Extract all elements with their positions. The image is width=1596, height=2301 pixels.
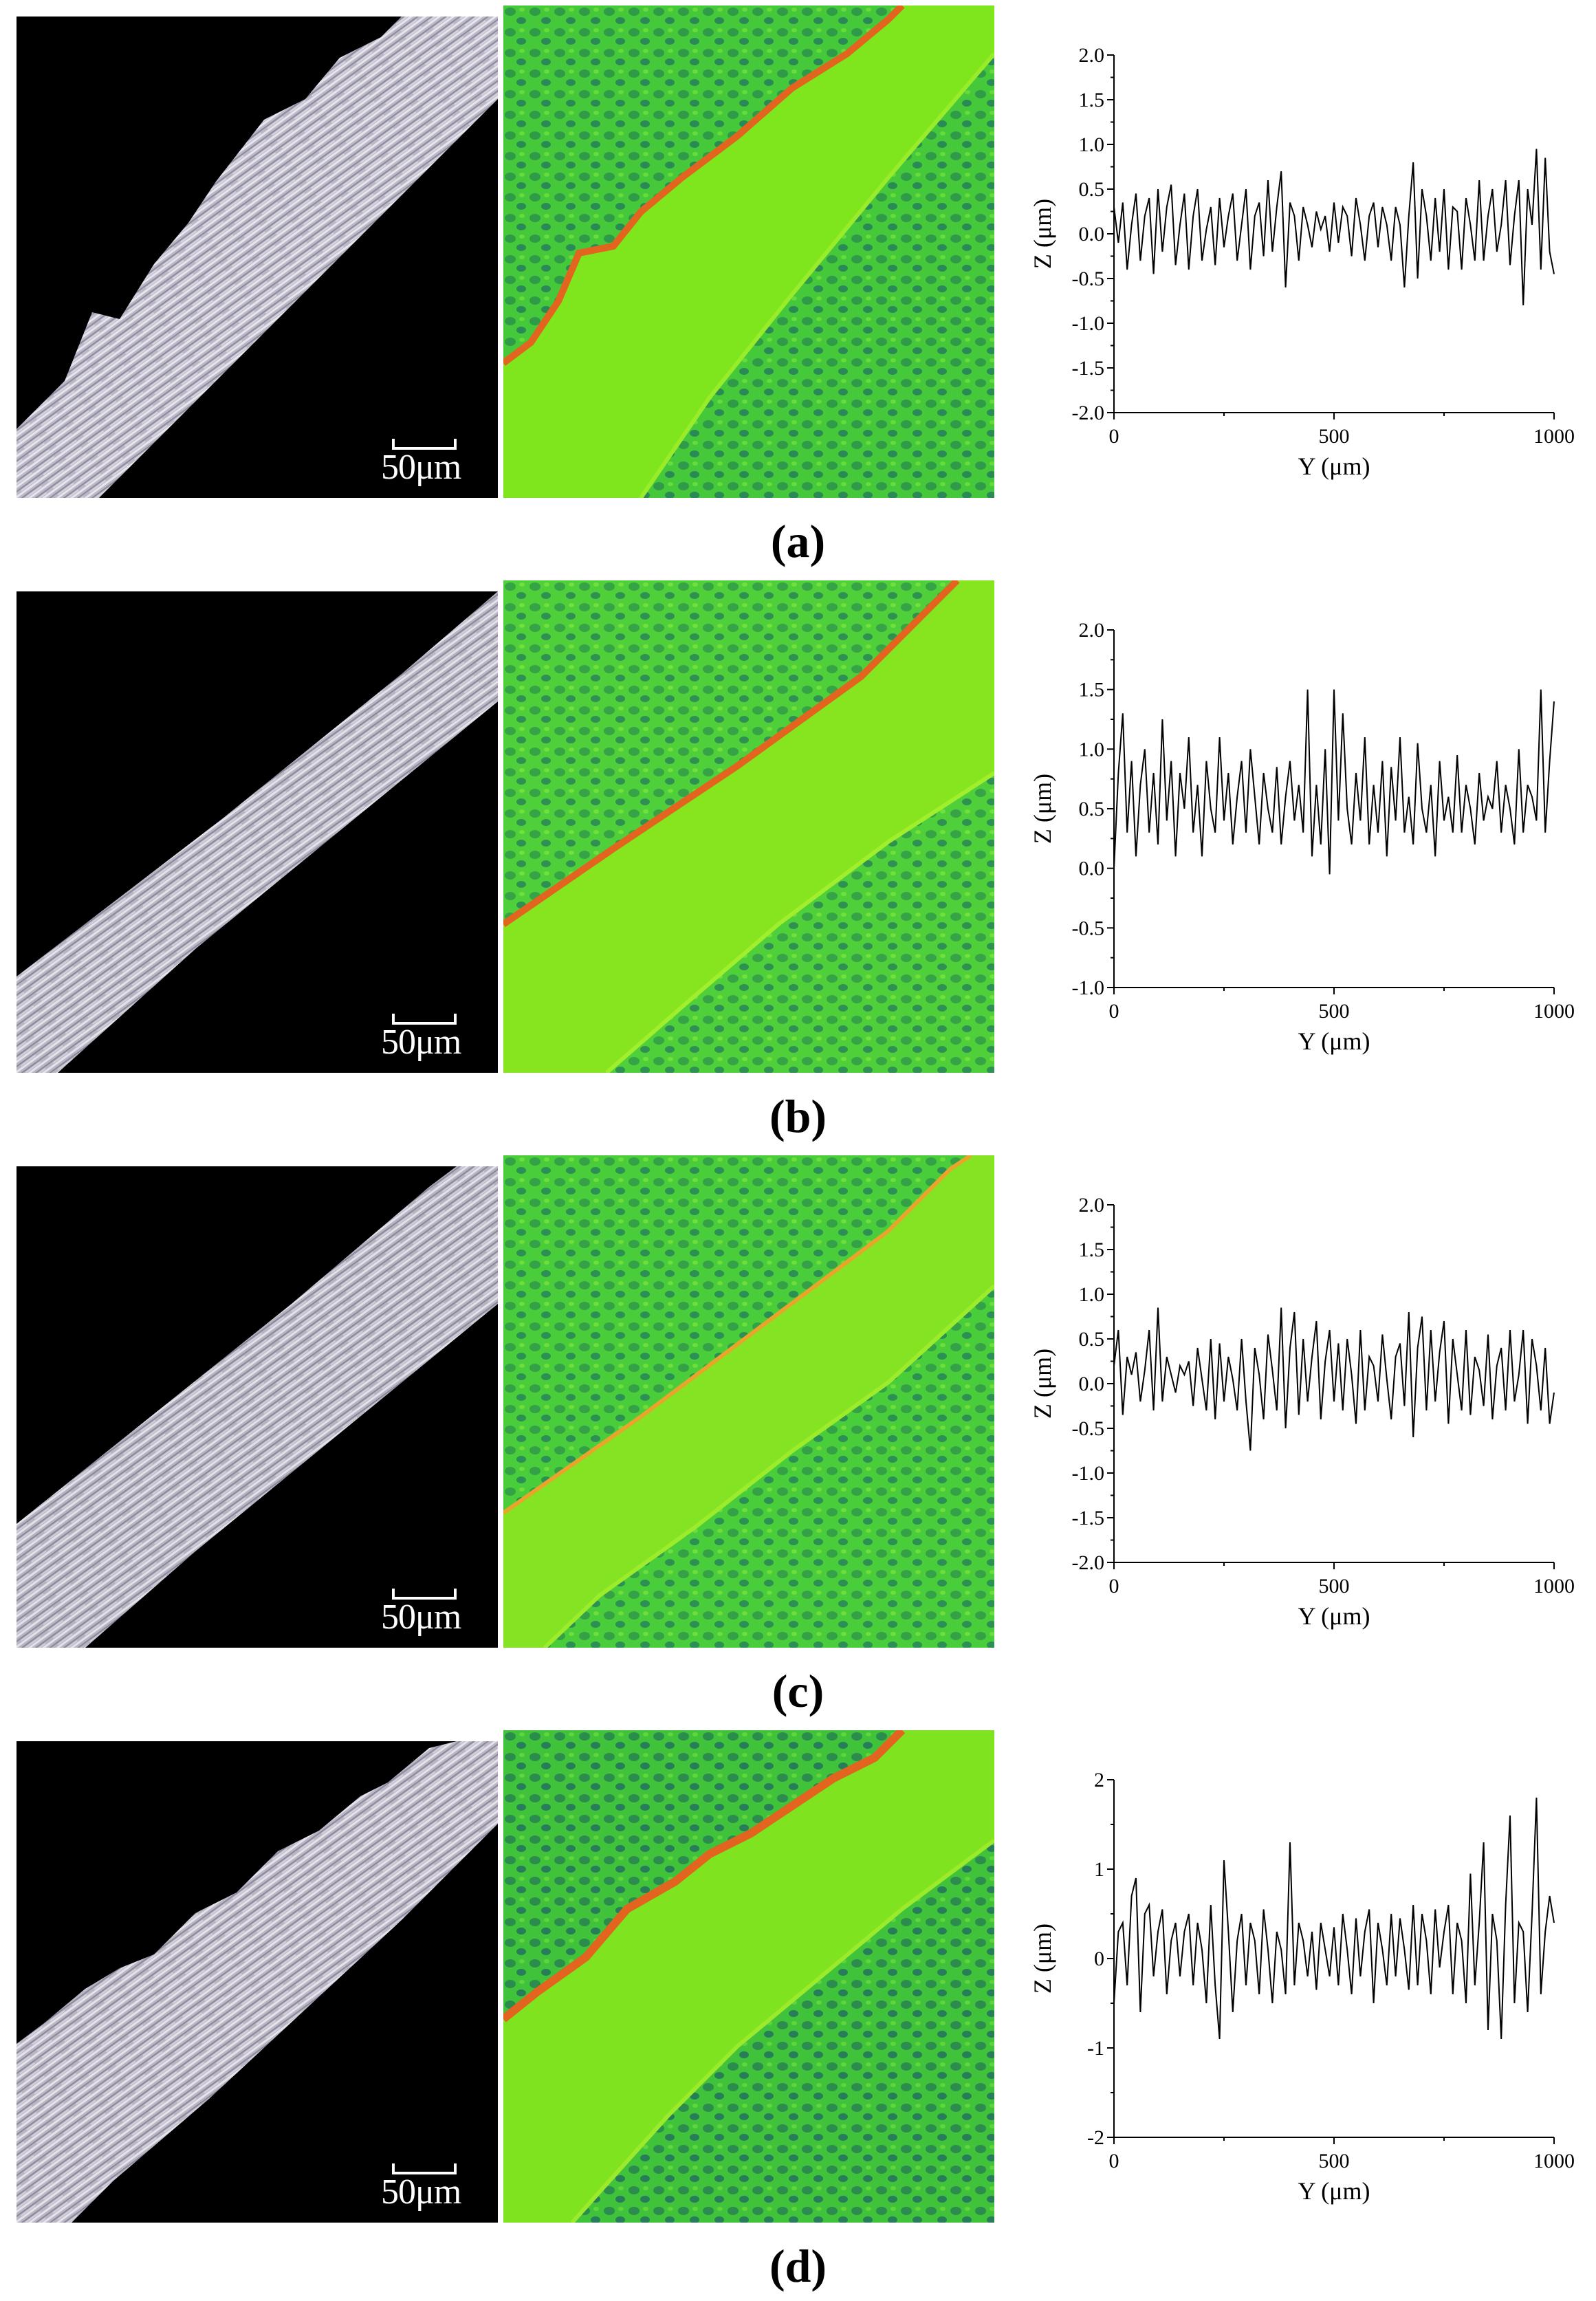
y-tick-label: -1.0 (1072, 312, 1105, 335)
profile-svg-a: -2.0 -1.5 -1.0 -0.5 0.0 0.5 1.0 1.5 2.0 0 500 1000 Y… (1029, 44, 1575, 480)
x-tick-label: 500 (1319, 1000, 1350, 1023)
x-tick-label: 500 (1319, 2150, 1350, 2172)
x-tick-label: 1000 (1533, 425, 1575, 448)
micrograph-b: 50μm (17, 591, 498, 1073)
scale-bar: 50μm (381, 429, 477, 491)
y-tick-label: 0.0 (1079, 223, 1105, 246)
y-tick-label: -0.5 (1072, 1417, 1105, 1440)
x-tick-label: 500 (1319, 425, 1350, 448)
y-tick-label: -0.5 (1072, 917, 1105, 939)
y-tick-label: -1.5 (1072, 357, 1105, 380)
x-tick-label: 500 (1319, 1575, 1350, 1597)
y-tick-label: 1.0 (1079, 1283, 1105, 1306)
x-tick-label: 0 (1109, 425, 1119, 448)
scale-bar-label: 50μm (381, 448, 461, 487)
y-tick-label: -2.0 (1072, 402, 1105, 424)
scale-bar-label: 50μm (381, 1597, 461, 1637)
y-tick-label: 0.5 (1079, 178, 1105, 201)
scale-bar: 50μm (381, 1004, 477, 1066)
x-tick-label: 0 (1109, 1575, 1119, 1597)
micrograph-c: 50μm (17, 1166, 498, 1648)
topography-map-a (503, 6, 994, 498)
profile-chart-c: -2.0 -1.5 -1.0 -0.5 0.0 0.5 1.0 1.5 2.0 0 500 1000 Y… (1018, 1191, 1582, 1645)
x-tick-label: 1000 (1533, 2150, 1575, 2172)
y-tick-label: -1.0 (1072, 1462, 1105, 1485)
micrograph-a: 50μm (17, 17, 498, 498)
y-tick-label: 2.0 (1079, 1194, 1105, 1217)
micrograph-d: 50μm (17, 1741, 498, 2223)
x-tick-label: 1000 (1533, 1000, 1575, 1023)
scale-bar: 50μm (381, 2154, 477, 2216)
panel-label-a: (a) (770, 515, 826, 567)
y-tick-label: 2.0 (1079, 619, 1105, 642)
profile-svg-d: -2 -1 0 1 2 0 500 1000 Y (μm) Z (μm) (1029, 1769, 1575, 2205)
y-axis-label: Z (μm) (1029, 1923, 1056, 1994)
figure-row-d: 50μm -2 -1 0 1 2 0 500 1000 Y (μm) Z (μm) (d) (0, 1725, 1596, 2300)
y-tick-label: 0.0 (1079, 1373, 1105, 1395)
y-axis-label: Z (μm) (1029, 774, 1056, 844)
profile-svg-c: -2.0 -1.5 -1.0 -0.5 0.0 0.5 1.0 1.5 2.0 0 500 1000 Y… (1029, 1194, 1575, 1630)
y-tick-label: 1.5 (1079, 679, 1105, 701)
y-tick-label: -1.0 (1072, 977, 1105, 999)
y-tick-label: 1.0 (1079, 133, 1105, 156)
y-tick-label: 2.0 (1079, 44, 1105, 67)
y-tick-label: 0 (1094, 1948, 1104, 1970)
y-tick-label: 2 (1094, 1769, 1104, 1791)
x-axis-label: Y (μm) (1298, 2177, 1370, 2205)
y-tick-label: 1.0 (1079, 738, 1105, 761)
x-tick-label: 0 (1109, 1000, 1119, 1023)
x-tick-label: 1000 (1533, 1575, 1575, 1597)
y-tick-label: 0.5 (1079, 798, 1105, 820)
profile-line (1113, 1797, 1555, 2040)
scale-bar: 50μm (381, 1579, 477, 1641)
y-tick-label: 0.5 (1079, 1328, 1105, 1351)
y-axis-label: Z (μm) (1029, 199, 1056, 269)
y-tick-label: -1 (1087, 2037, 1104, 2060)
y-tick-label: -2.0 (1072, 1551, 1105, 1574)
y-tick-label: 1.5 (1079, 89, 1105, 111)
topography-map-b (503, 580, 994, 1073)
y-tick-label: -2 (1087, 2126, 1104, 2149)
profile-chart-a: -2.0 -1.5 -1.0 -0.5 0.0 0.5 1.0 1.5 2.0 0 500 1000 Y… (1018, 41, 1582, 495)
panel-label-b: (b) (769, 1090, 827, 1142)
profile-line (1113, 1307, 1555, 1451)
y-tick-label: 1 (1094, 1858, 1104, 1881)
profile-line (1113, 689, 1555, 875)
scale-bar-label: 50μm (381, 2172, 461, 2212)
profile-chart-d: -2 -1 0 1 2 0 500 1000 Y (μm) Z (μm) (1018, 1766, 1582, 2220)
panel-label-c: (c) (772, 1665, 824, 1717)
y-tick-label: -1.5 (1072, 1507, 1105, 1529)
x-axis-label: Y (μm) (1298, 452, 1370, 480)
scale-bar-label: 50μm (381, 1023, 461, 1062)
figure-row-a: 50μm -2.0 -1.5 -1.0 -0.5 0.0 0.5 1.0 1.5 2.0 0 500… (0, 0, 1596, 575)
figure-row-c: 50μm -2.0 -1.5 -1.0 -0.5 0.0 0.5 1.0 1.5 2.0 0 500… (0, 1150, 1596, 1725)
profile-chart-b: -1.0 -0.5 0.0 0.5 1.0 1.5 2.0 0 500 1000 Y (μm) Z (… (1018, 616, 1582, 1070)
y-axis-label: Z (μm) (1029, 1349, 1056, 1419)
y-tick-label: -0.5 (1072, 268, 1105, 290)
topography-map-d (503, 1730, 994, 2223)
panel-label-d: (d) (769, 2240, 827, 2292)
profile-svg-b: -1.0 -0.5 0.0 0.5 1.0 1.5 2.0 0 500 1000 Y (μm) Z (… (1029, 619, 1575, 1055)
x-axis-label: Y (μm) (1298, 1602, 1370, 1630)
topography-map-c (503, 1155, 994, 1648)
figure-row-b: 50μm -1.0 -0.5 0.0 0.5 1.0 1.5 2.0 0 500 1000 Y (μ… (0, 575, 1596, 1150)
y-tick-label: 0.0 (1079, 858, 1105, 880)
profile-line (1113, 149, 1555, 306)
x-tick-label: 0 (1109, 2150, 1119, 2172)
y-tick-label: 1.5 (1079, 1239, 1105, 1261)
x-axis-label: Y (μm) (1298, 1027, 1370, 1055)
